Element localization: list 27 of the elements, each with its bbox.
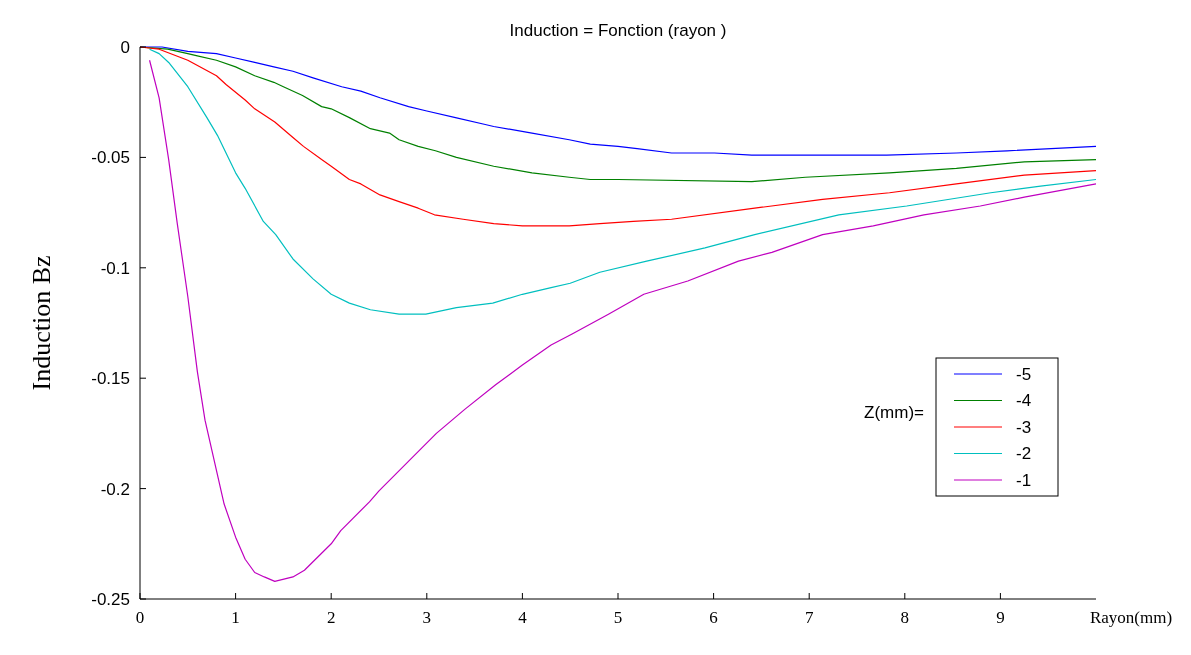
- x-tick-label: 5: [613, 608, 623, 627]
- x-tick-label: 8: [900, 608, 910, 627]
- y-tick-label: -0.1: [100, 258, 130, 278]
- y-tick-label: -0.25: [91, 589, 130, 609]
- legend-label: -4: [1016, 391, 1032, 411]
- x-tick-label: 7: [804, 608, 814, 627]
- y-tick-label: -0.2: [100, 479, 130, 499]
- y-tick-label: -0.15: [91, 369, 130, 389]
- legend-title: Z(mm)=: [864, 403, 925, 422]
- line-series: [148, 59, 1097, 582]
- legend-label: -2: [1016, 444, 1032, 464]
- legend-label: -3: [1016, 417, 1032, 437]
- y-axis-title: Induction Bz: [27, 255, 56, 391]
- x-tick-label: 6: [709, 608, 718, 627]
- x-tick-label: 0: [135, 608, 145, 627]
- legend-label: -1: [1016, 470, 1032, 490]
- legend-label: -5: [1016, 364, 1032, 384]
- x-tick-label: 2: [326, 608, 336, 627]
- chart-title: Induction = Fonction (rayon ): [509, 21, 727, 40]
- x-tick-label: 4: [518, 608, 528, 627]
- y-tick-label: 0: [120, 37, 130, 57]
- x-tick-label: 3: [422, 608, 432, 627]
- line-series: [148, 48, 1097, 315]
- y-tick-label: -0.05: [91, 148, 130, 168]
- x-tick-label: 9: [996, 608, 1005, 627]
- x-tick-label: 1: [231, 608, 240, 627]
- x-axis-title: Rayon(mm): [1089, 608, 1173, 627]
